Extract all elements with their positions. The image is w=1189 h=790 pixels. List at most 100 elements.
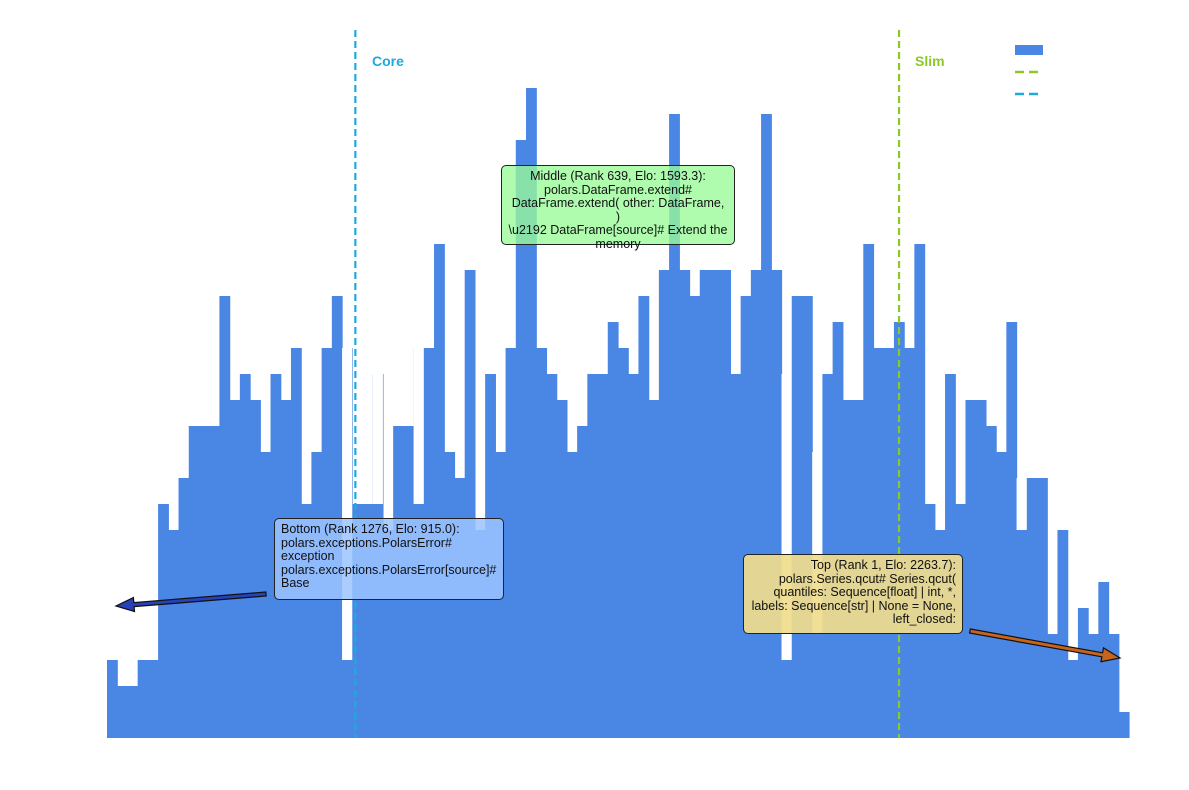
overlay-gap	[342, 348, 353, 660]
annotation-bottom-line: exception	[281, 549, 335, 564]
histogram-bar	[740, 296, 752, 738]
histogram-bar	[188, 426, 200, 738]
annotation-bottom-line: Bottom (Rank 1276, Elo: 915.0):	[281, 522, 460, 536]
histogram-bar	[209, 426, 221, 738]
histogram-bar	[352, 504, 364, 738]
histogram-bar	[699, 270, 711, 738]
overlay-gap	[413, 348, 424, 504]
histogram-bar	[434, 244, 445, 738]
slim-line-label: Slim	[915, 53, 945, 69]
histogram-bar	[515, 140, 527, 738]
histogram-bar	[107, 660, 118, 738]
histogram-bar	[168, 530, 180, 738]
histogram-bar	[607, 322, 619, 738]
annotation-top-line: quantiles: Sequence[float] | int, *,	[773, 585, 956, 600]
histogram-bar	[628, 374, 640, 738]
histogram-bar	[566, 452, 578, 738]
histogram-bar	[669, 114, 680, 738]
histogram-bar	[536, 348, 548, 738]
histogram-bar	[1047, 634, 1059, 738]
histogram-bar	[1016, 478, 1028, 738]
annotation-top-line: labels: Sequence[str] | None = None,	[751, 598, 956, 613]
legend-patch	[1015, 45, 1043, 55]
overlay-gaps	[342, 348, 1027, 660]
histogram-bar	[1057, 530, 1069, 738]
histogram-bar	[597, 374, 609, 738]
histogram-bar	[239, 374, 251, 738]
annotation-middle-line: \u2192 DataFrame[source]# Extend the	[508, 223, 728, 238]
histogram-bar	[1026, 478, 1038, 738]
annotation-bottom-line: polars.exceptions.PolarsError#	[281, 535, 452, 550]
histogram-bar	[883, 348, 895, 738]
histogram-bar	[771, 270, 783, 738]
histogram-bar	[178, 478, 190, 738]
histogram-bar	[1077, 608, 1089, 738]
core-line-label: Core	[372, 53, 404, 69]
histogram-bar	[709, 270, 721, 738]
histogram-bar	[198, 426, 210, 738]
histogram-bar	[556, 400, 568, 738]
histogram-bar	[454, 478, 466, 738]
annotation-top: Top (Rank 1, Elo: 2263.7): polars.Series…	[743, 554, 963, 634]
histogram-bar	[219, 296, 231, 738]
annotation-middle-line: memory	[595, 236, 641, 251]
histogram-bar	[147, 660, 159, 738]
histogram-bar	[791, 296, 803, 738]
histogram-bar	[618, 348, 629, 738]
histogram-bar	[137, 660, 149, 738]
histogram-bar	[117, 686, 129, 738]
histogram-bar	[1037, 478, 1048, 738]
histogram-bar	[1118, 712, 1130, 738]
overlay-gap	[812, 452, 823, 634]
annotation-middle-line: Middle (Rank 639, Elo: 1593.3):	[530, 169, 706, 183]
overlay-gap	[372, 374, 383, 504]
histogram-bar	[526, 88, 537, 738]
histogram-bar	[904, 348, 915, 738]
histogram-bar	[382, 530, 394, 738]
histogram-bar	[801, 296, 813, 738]
histogram-bar	[689, 296, 701, 738]
histogram-bar	[975, 400, 987, 738]
histogram-bar	[1067, 660, 1079, 738]
histogram-bar	[1088, 634, 1099, 738]
histogram-bar	[720, 270, 732, 738]
annotation-top-line: polars.Series.qcut# Series.qcut(	[778, 571, 956, 586]
histogram-bar	[873, 348, 885, 738]
annotation-bottom-line: polars.exceptions.PolarsError[source]#	[281, 562, 497, 577]
annotation-top-line: left_closed:	[892, 612, 956, 627]
histogram-bar	[250, 400, 261, 738]
arrow-top	[968, 628, 1122, 663]
histogram-bar	[158, 504, 169, 738]
annotation-middle-line: DataFrame.extend( other: DataFrame, )	[511, 196, 725, 224]
histogram-bar	[505, 348, 517, 738]
arrow-bottom	[114, 591, 267, 613]
histogram-bar	[934, 530, 946, 738]
histogram-bar	[863, 244, 875, 738]
histogram-bar	[985, 426, 997, 738]
annotation-middle-line: polars.DataFrame.extend#	[544, 182, 692, 197]
histogram-bar	[914, 244, 926, 738]
histogram-bar	[1108, 634, 1120, 738]
annotation-arrows	[114, 591, 1122, 663]
legend	[1015, 45, 1043, 96]
histogram-bar	[229, 400, 241, 738]
histogram-bar	[761, 114, 772, 738]
histogram-bar	[474, 530, 486, 738]
histogram-bar	[750, 270, 762, 738]
histogram-bar	[301, 504, 312, 738]
overlay-gap	[1016, 478, 1027, 530]
histogram-bar	[658, 270, 670, 738]
histogram-bar	[464, 270, 476, 738]
histogram-bar	[832, 322, 844, 738]
histogram-bar	[362, 504, 374, 738]
histogram-bar	[587, 374, 599, 738]
histogram-bar	[965, 400, 977, 738]
histogram-bar	[679, 270, 691, 738]
histogram-bar	[127, 686, 139, 738]
annotation-middle: Middle (Rank 639, Elo: 1593.3): polars.D…	[501, 165, 735, 251]
histogram-bar	[1006, 322, 1018, 738]
histogram-bar	[577, 426, 588, 738]
histogram-bar	[546, 374, 558, 738]
histogram-bar	[638, 296, 650, 738]
